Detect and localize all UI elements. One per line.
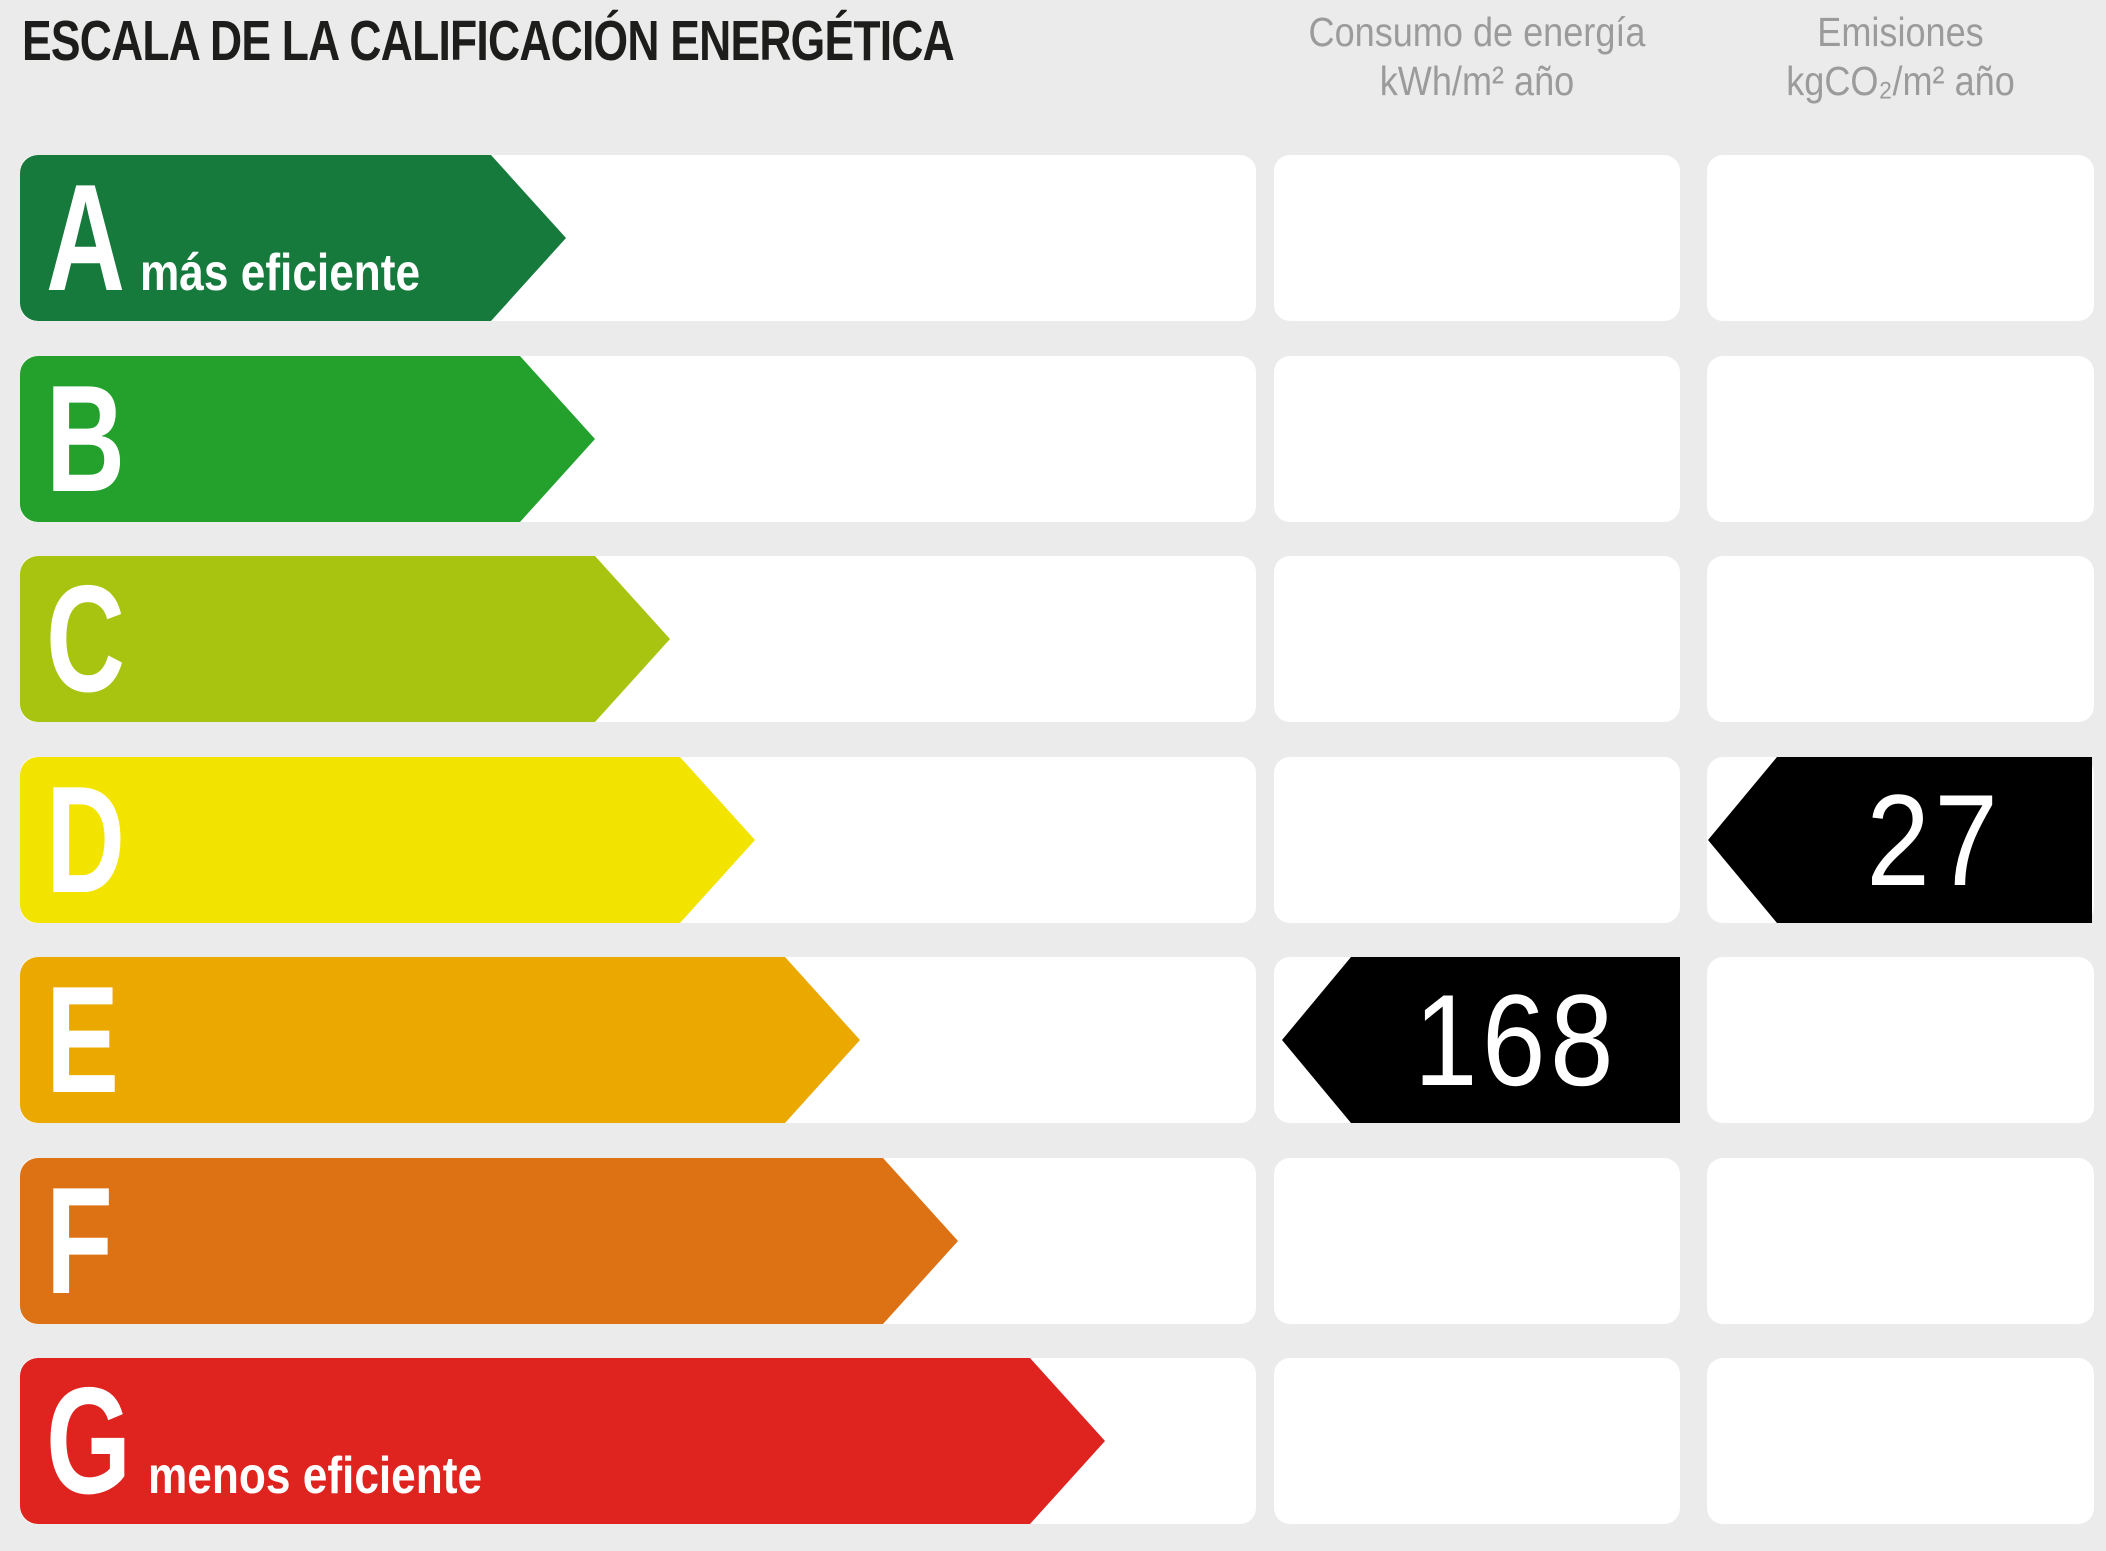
rating-row-f: F (0, 1158, 2106, 1324)
emisiones-header-line2: kgCO₂/m² año (1786, 58, 2015, 104)
emisiones-cell (1707, 1358, 2094, 1524)
rating-bar-b: B (20, 354, 595, 524)
rating-letter: E (46, 955, 120, 1125)
emisiones-cell (1707, 1158, 2094, 1324)
emisiones-cell (1707, 155, 2094, 321)
consumo-column-header: Consumo de energía kWh/m² año (1298, 8, 1655, 106)
efficiency-note: más eficiente (139, 244, 420, 302)
rating-row-d: D 27 (0, 757, 2106, 923)
rating-letter: B (46, 354, 126, 524)
rating-bar-c: C (20, 554, 670, 724)
emisiones-cell (1707, 356, 2094, 522)
rating-row-b: B (0, 356, 2106, 522)
consumo-header-line2: kWh/m² año (1379, 58, 1575, 104)
rating-row-c: C (0, 556, 2106, 722)
rating-letter: F (46, 1156, 113, 1326)
emisiones-cell (1707, 957, 2094, 1123)
consumo-cell (1274, 757, 1680, 923)
emisiones-header-line1: Emisiones (1817, 9, 1984, 55)
rating-bar-f: F (20, 1156, 958, 1326)
rating-bar-e: E (20, 955, 860, 1125)
rating-row-e: E 168 (0, 957, 2106, 1123)
value-text: 168 (1413, 967, 1618, 1113)
consumo-cell (1274, 1158, 1680, 1324)
rating-bar-d: D (20, 755, 755, 925)
rating-letter: G (46, 1356, 132, 1526)
consumo-value-marker: 168 (1282, 957, 1680, 1123)
consumo-cell (1274, 556, 1680, 722)
consumo-header-line1: Consumo de energía (1308, 9, 1646, 55)
efficiency-note: menos eficiente (148, 1447, 483, 1505)
rating-letter: A (46, 153, 126, 323)
value-text: 27 (1866, 767, 2003, 913)
emisiones-value-marker: 27 (1708, 757, 2092, 923)
rating-letter: D (46, 755, 126, 925)
consumo-cell (1274, 356, 1680, 522)
consumo-cell (1274, 1358, 1680, 1524)
emisiones-column-header: Emisiones kgCO₂/m² año (1730, 8, 2071, 106)
consumo-cell (1274, 155, 1680, 321)
rating-letter: C (46, 554, 126, 724)
emisiones-cell (1707, 556, 2094, 722)
page-title: ESCALA DE LA CALIFICACIÓN ENERGÉTICA (22, 9, 955, 73)
